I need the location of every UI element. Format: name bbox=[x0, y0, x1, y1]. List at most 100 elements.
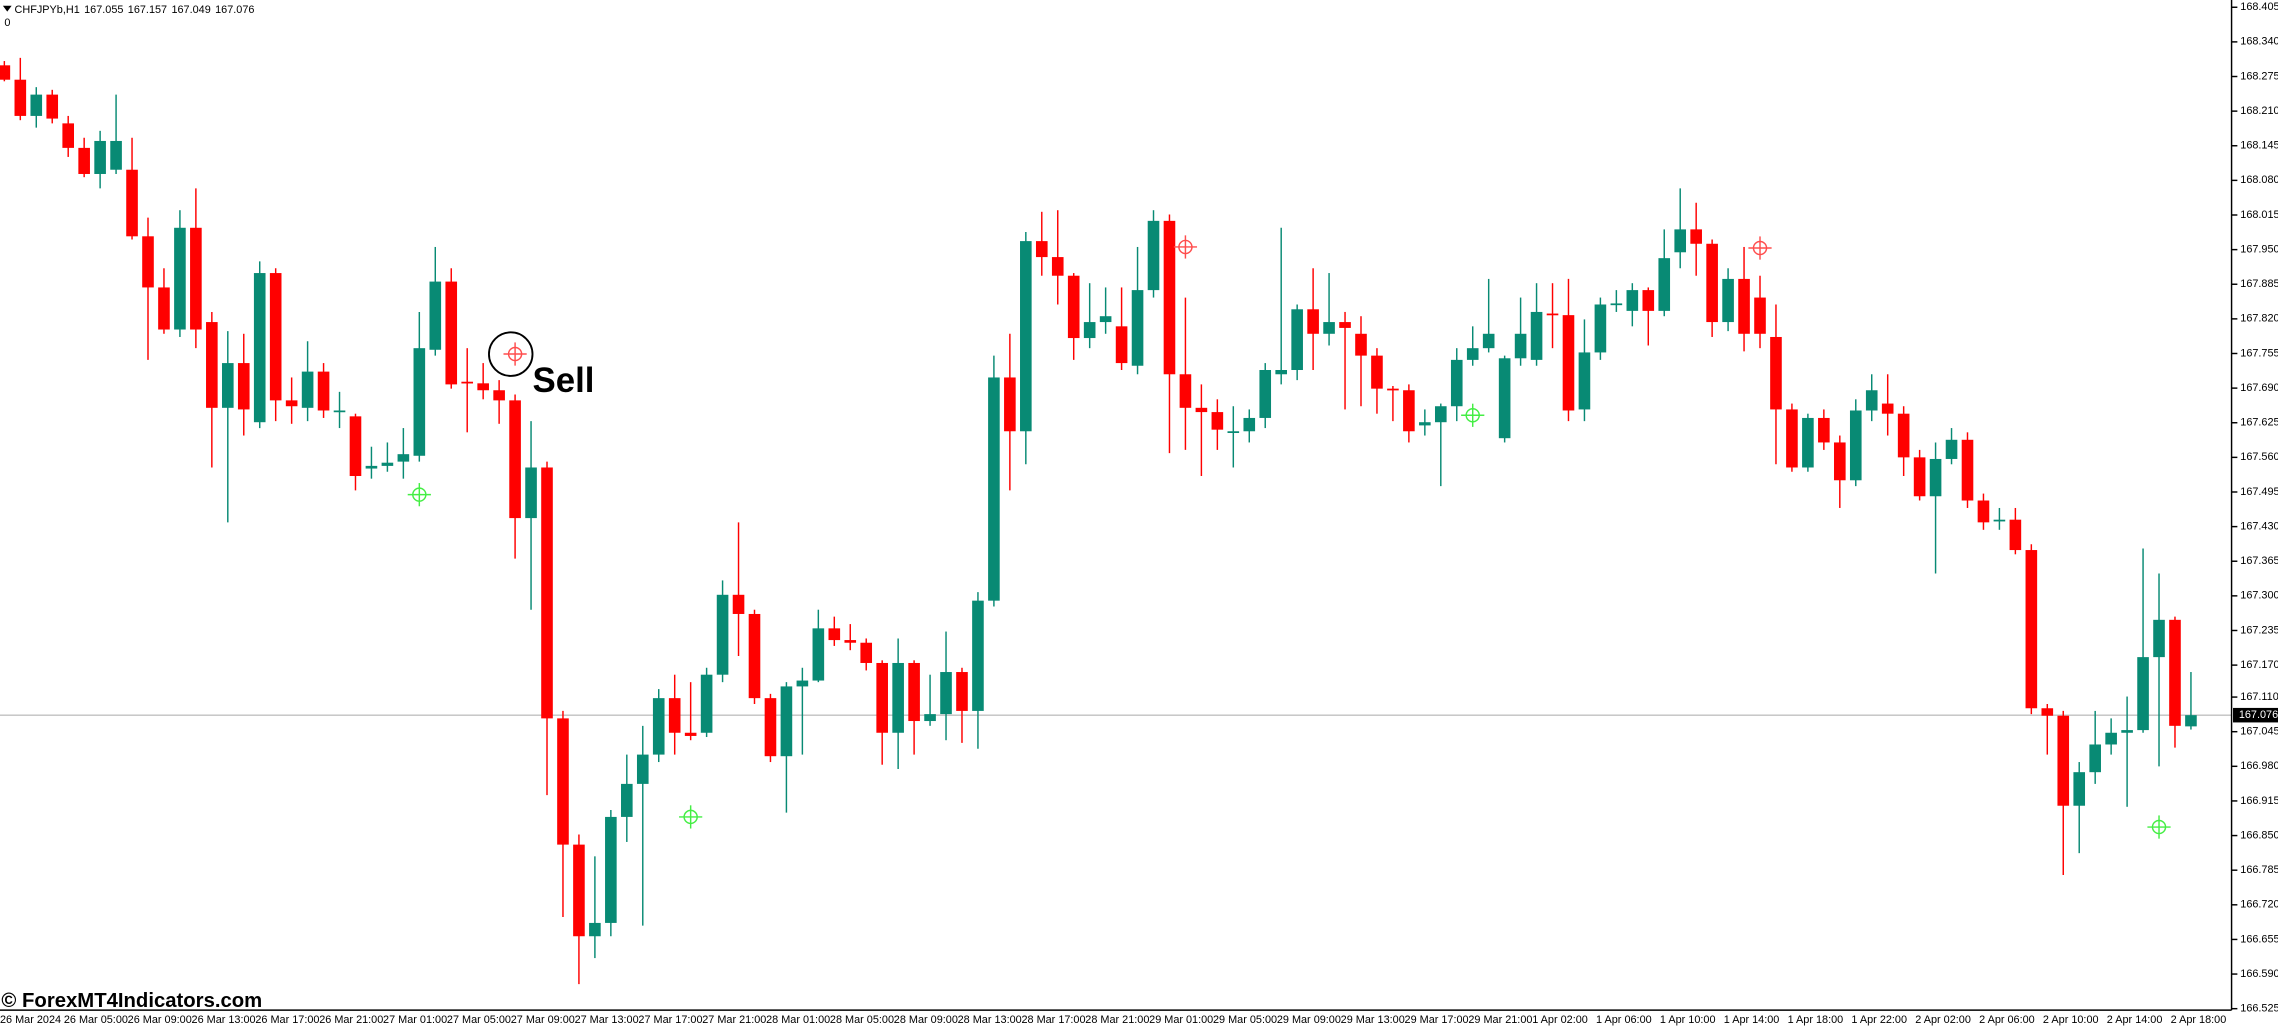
buy-signal bbox=[679, 805, 703, 829]
y-tick-label: 167.495 bbox=[2240, 486, 2278, 498]
candle-body bbox=[1786, 409, 1798, 468]
candle-body bbox=[2185, 715, 2197, 727]
y-tick-label: 167.755 bbox=[2240, 347, 2278, 359]
candle-body bbox=[78, 147, 90, 174]
candle-body bbox=[2073, 772, 2086, 806]
candle-body bbox=[477, 383, 489, 391]
x-tick-label: 26 Mar 05:00 bbox=[64, 1014, 128, 1026]
y-tick-label: 166.785 bbox=[2240, 864, 2278, 876]
x-tick-label: 2 Apr 06:00 bbox=[1979, 1014, 2035, 1026]
candle-body bbox=[892, 662, 904, 733]
candle-body bbox=[1722, 278, 1734, 323]
candle-body bbox=[1004, 377, 1016, 432]
candle-body bbox=[1610, 303, 1623, 306]
candle-body bbox=[1945, 439, 1958, 459]
x-tick-label: 28 Mar 09:00 bbox=[894, 1014, 958, 1026]
y-tick-label: 166.915 bbox=[2240, 795, 2278, 807]
candle-body bbox=[1993, 519, 2006, 522]
candle-body bbox=[1897, 413, 1910, 458]
candle-body bbox=[1227, 431, 1240, 434]
candle-body bbox=[1546, 313, 1559, 316]
candle-body bbox=[0, 65, 11, 80]
candle-body bbox=[748, 613, 761, 699]
symbol-icon bbox=[2, 5, 12, 12]
candle-body bbox=[397, 454, 410, 462]
candle-body bbox=[1690, 229, 1702, 244]
candle-body bbox=[1498, 358, 1511, 439]
current-price-box bbox=[2233, 707, 2278, 723]
candle-body bbox=[924, 714, 936, 722]
candle-body bbox=[1482, 333, 1495, 349]
x-tick-label: 29 Mar 05:00 bbox=[1213, 1014, 1277, 1026]
chart-header: CHFJPYb,H1 167.055 167.157 167.049 167.076 bbox=[15, 4, 255, 16]
candle-body bbox=[1291, 309, 1303, 371]
candle-body bbox=[2153, 619, 2165, 658]
candle-body bbox=[844, 640, 857, 643]
chart-title: CHFJPYb,H1 bbox=[15, 4, 80, 16]
candle-body bbox=[1275, 370, 1287, 375]
candle-body bbox=[110, 140, 122, 170]
candle-body bbox=[1578, 352, 1591, 410]
candle-body bbox=[1371, 355, 1383, 389]
candle-body bbox=[269, 273, 282, 401]
x-tick-label: 27 Mar 21:00 bbox=[702, 1014, 766, 1026]
candle-body bbox=[1642, 290, 1655, 311]
candle-body bbox=[62, 123, 74, 148]
y-tick-label: 168.340 bbox=[2240, 36, 2278, 48]
candle-body bbox=[1323, 322, 1335, 334]
y-tick-label: 168.015 bbox=[2240, 209, 2278, 221]
sell-signal bbox=[1748, 236, 1772, 260]
candle-body bbox=[876, 662, 888, 733]
candle-body bbox=[652, 698, 665, 755]
candle-body bbox=[1147, 220, 1160, 291]
sell-signal bbox=[503, 342, 527, 366]
candle-body bbox=[1754, 297, 1766, 334]
y-tick-label: 167.430 bbox=[2240, 520, 2278, 532]
candle-body bbox=[349, 416, 362, 477]
x-tick-label: 2 Apr 02:00 bbox=[1915, 1014, 1971, 1026]
y-tick-label: 168.405 bbox=[2240, 1, 2278, 13]
candle-body bbox=[1929, 458, 1942, 497]
candle-body bbox=[1131, 290, 1144, 366]
current-price-label: 167.076 bbox=[2239, 709, 2278, 721]
candle-body bbox=[940, 672, 952, 715]
x-tick-label: 26 Mar 17:00 bbox=[255, 1014, 319, 1026]
candle-body bbox=[493, 390, 505, 401]
candle-body bbox=[1163, 220, 1176, 375]
candle-body bbox=[381, 462, 394, 466]
header-high: 167.157 bbox=[128, 4, 167, 16]
candle-body bbox=[812, 628, 825, 681]
candle-body bbox=[1913, 457, 1926, 497]
candle-body bbox=[429, 281, 442, 350]
x-tick-label: 1 Apr 02:00 bbox=[1532, 1014, 1588, 1026]
candle-body bbox=[158, 287, 170, 330]
candle-body bbox=[988, 377, 1000, 601]
candle-body bbox=[221, 363, 234, 408]
candle-body bbox=[206, 322, 218, 408]
candle-body bbox=[1674, 229, 1687, 253]
y-tick-label: 167.690 bbox=[2240, 382, 2278, 394]
x-tick-label: 28 Mar 17:00 bbox=[1021, 1014, 1085, 1026]
candle-body bbox=[1977, 500, 1990, 523]
x-tick-label: 29 Mar 09:00 bbox=[1277, 1014, 1341, 1026]
indicator-value: 0 bbox=[4, 17, 10, 29]
x-tick-label: 1 Apr 18:00 bbox=[1788, 1014, 1844, 1026]
candle-body bbox=[1211, 412, 1224, 430]
candle-body bbox=[636, 754, 649, 784]
y-tick-label: 168.080 bbox=[2240, 174, 2278, 186]
x-tick-label: 27 Mar 05:00 bbox=[447, 1014, 511, 1026]
candle-body bbox=[1466, 348, 1479, 360]
candle-body bbox=[461, 381, 474, 384]
candle-body bbox=[2009, 519, 2022, 551]
candle-body bbox=[972, 600, 984, 711]
candle-body bbox=[1514, 333, 1527, 359]
candle-body bbox=[413, 348, 426, 456]
candle-body bbox=[828, 628, 841, 641]
y-tick-label: 167.235 bbox=[2240, 624, 2278, 636]
candle-body bbox=[14, 79, 27, 116]
candle-body bbox=[301, 371, 314, 408]
candle-body bbox=[1403, 390, 1415, 432]
candle-body bbox=[2169, 619, 2181, 726]
y-tick-label: 167.885 bbox=[2240, 278, 2278, 290]
